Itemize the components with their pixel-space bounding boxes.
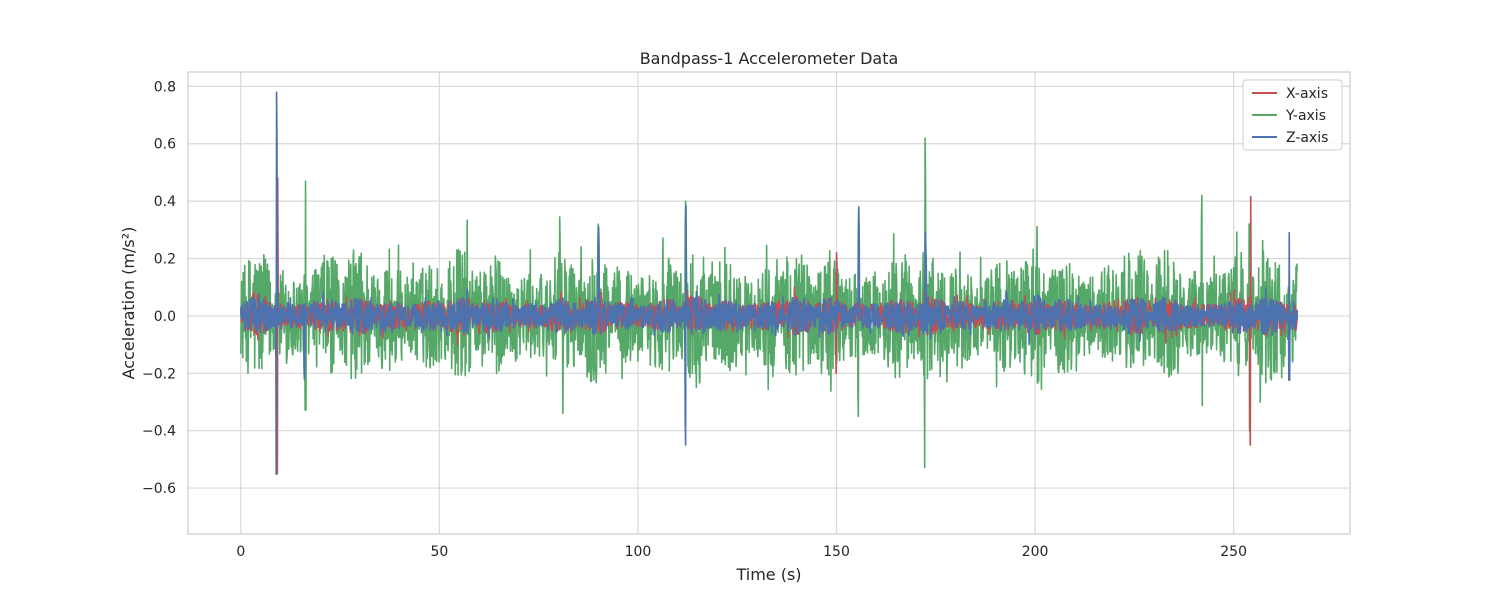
x-tick-label: 0	[236, 544, 245, 560]
y-tick-label: −0.6	[142, 481, 176, 497]
gridlines	[188, 72, 1350, 534]
legend-entry: X-axis	[1286, 86, 1328, 102]
legend-entry: Z-axis	[1286, 130, 1328, 146]
x-tick-label: 100	[625, 544, 652, 560]
y-tick-label: 0.2	[154, 252, 176, 268]
y-tick-label: 0.4	[154, 194, 176, 210]
x-tick-label: 150	[823, 544, 850, 560]
legend-entry: Y-axis	[1285, 108, 1326, 124]
plot-frame	[187, 71, 1351, 535]
legend-box	[1242, 79, 1343, 151]
y-tick-label: 0.8	[154, 79, 176, 95]
legend: X-axis Y-axis Z-axis	[1242, 79, 1343, 151]
y-tick-label: −0.4	[142, 424, 176, 440]
x-tick-label: 50	[430, 544, 448, 560]
x-tick-label: 250	[1220, 544, 1247, 560]
y-tick-label: 0.0	[154, 309, 176, 325]
y-tick-label: −0.2	[142, 366, 176, 382]
x-tick-label: 200	[1022, 544, 1049, 560]
y-axis-label: Acceleration (m/s²)	[119, 227, 138, 380]
series-line-z-axis	[240, 91, 1298, 476]
y-tick-label: 0.6	[154, 137, 176, 153]
tick-labels: 0 50 100 150 200 250 −0.6 −0.4 −0.2 0.0 0.2 0.4 0.6 0…	[142, 79, 1247, 560]
x-axis-label: Time (s)	[735, 565, 801, 584]
series-layer	[240, 91, 1298, 476]
chart-title: Bandpass-1 Accelerometer Data	[640, 49, 899, 68]
